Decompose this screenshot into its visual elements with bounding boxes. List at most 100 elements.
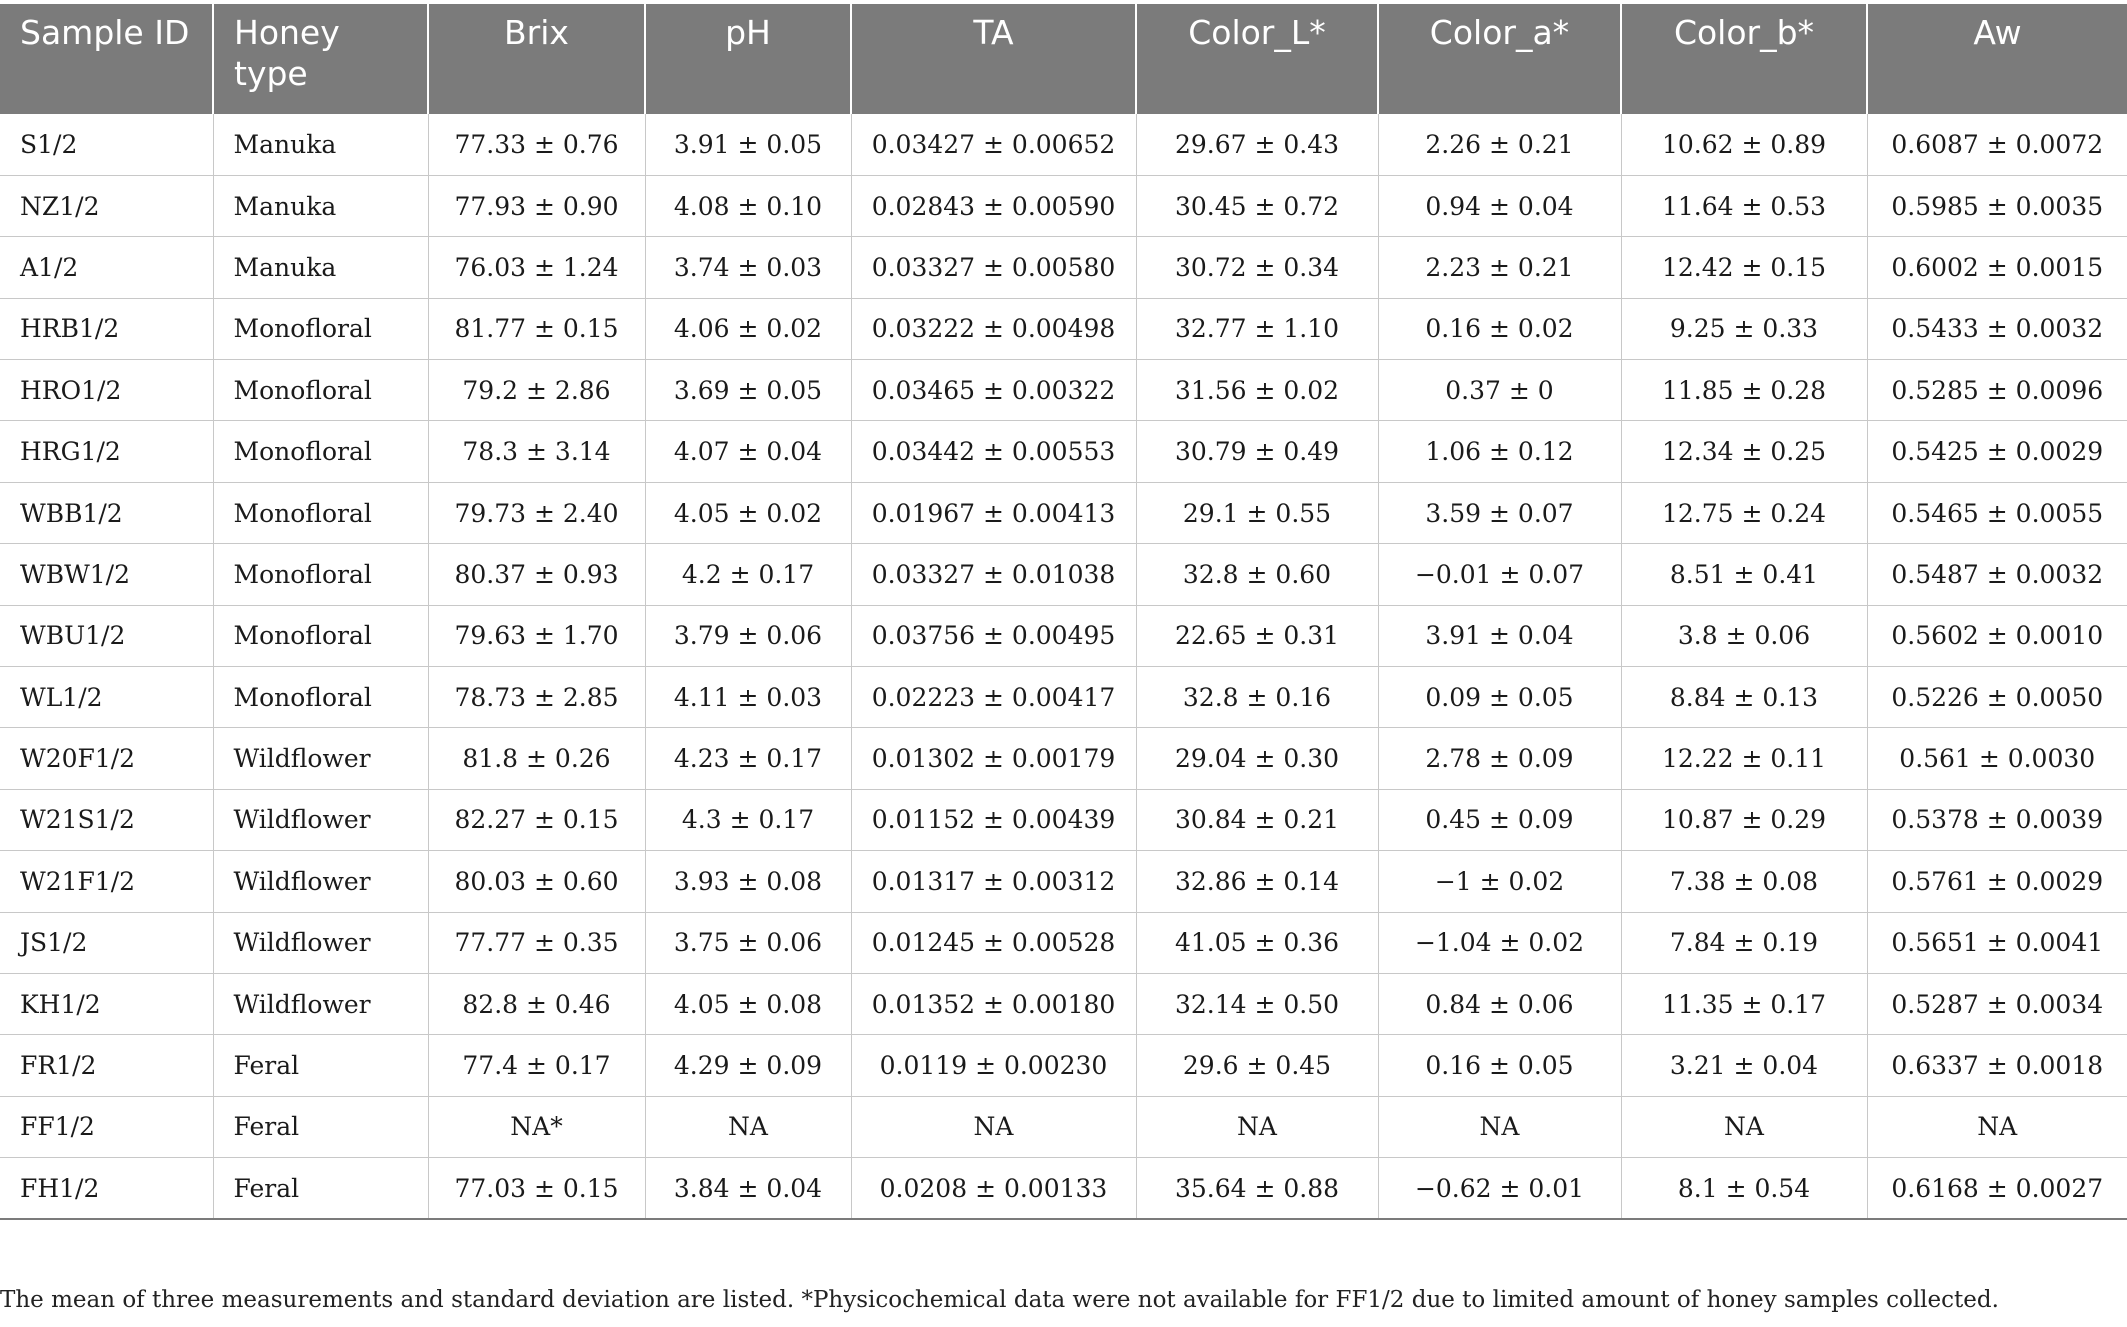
table-cell: W21F1/2 — [0, 850, 214, 913]
table-cell: 12.34 ± 0.25 — [1621, 420, 1868, 483]
header-color-a: Color_a* — [1378, 4, 1622, 114]
table-cell: S1/2 — [0, 114, 214, 176]
table-cell: 0.03327 ± 0.00580 — [851, 236, 1137, 299]
table-cell: 4.2 ± 0.17 — [645, 543, 852, 606]
table-cell: Monofloral — [213, 298, 429, 361]
table-cell: 3.21 ± 0.04 — [1621, 1034, 1868, 1097]
table-cell: 0.5602 ± 0.0010 — [1867, 605, 2127, 668]
table-cell: 32.8 ± 0.60 — [1136, 543, 1379, 606]
table-cell: 77.4 ± 0.17 — [428, 1034, 646, 1097]
table-cell: Wildflower — [213, 789, 429, 852]
table-cell: 3.91 ± 0.05 — [645, 114, 852, 176]
table-cell: 30.45 ± 0.72 — [1136, 175, 1379, 238]
table-cell: 0.5287 ± 0.0034 — [1867, 973, 2127, 1036]
table-row: WBU1/2 Monofloral 79.63 ± 1.70 3.79 ± 0.06 0… — [0, 605, 2127, 668]
table-cell: 11.85 ± 0.28 — [1621, 359, 1868, 422]
table-cell: NA* — [428, 1096, 646, 1159]
table-cell: 29.67 ± 0.43 — [1136, 114, 1379, 176]
table-cell: 8.84 ± 0.13 — [1621, 666, 1868, 729]
table-cell: 3.74 ± 0.03 — [645, 236, 852, 299]
table-cell: A1/2 — [0, 236, 214, 299]
table-cell: 0.03442 ± 0.00553 — [851, 420, 1137, 483]
table-cell: 0.01352 ± 0.00180 — [851, 973, 1137, 1036]
table-cell: Feral — [213, 1157, 429, 1221]
table-cell: 0.561 ± 0.0030 — [1867, 727, 2127, 790]
table-cell: HRO1/2 — [0, 359, 214, 422]
table-cell: 0.03327 ± 0.01038 — [851, 543, 1137, 606]
table-cell: 10.62 ± 0.89 — [1621, 114, 1868, 176]
table-cell: 4.05 ± 0.08 — [645, 973, 852, 1036]
table-cell: 3.84 ± 0.04 — [645, 1157, 852, 1221]
table-cell: 12.75 ± 0.24 — [1621, 482, 1868, 545]
table-cell: FH1/2 — [0, 1157, 214, 1221]
table-cell: 0.45 ± 0.09 — [1378, 789, 1622, 852]
table-cell: NA — [1867, 1096, 2127, 1159]
table-cell: 0.09 ± 0.05 — [1378, 666, 1622, 729]
table-cell: NA — [1621, 1096, 1868, 1159]
table-cell: Wildflower — [213, 850, 429, 913]
table-cell: 76.03 ± 1.24 — [428, 236, 646, 299]
table-cell: 12.42 ± 0.15 — [1621, 236, 1868, 299]
table-cell: W20F1/2 — [0, 727, 214, 790]
table-cell: WBB1/2 — [0, 482, 214, 545]
table-cell: 30.84 ± 0.21 — [1136, 789, 1379, 852]
table-header-row: Sample ID Honey type Brix pH TA Color_L* Color… — [0, 4, 2127, 114]
table-cell: 3.75 ± 0.06 — [645, 912, 852, 974]
table-cell: 9.25 ± 0.33 — [1621, 298, 1868, 361]
table-cell: 4.06 ± 0.02 — [645, 298, 852, 361]
table-cell: NA — [851, 1096, 1137, 1159]
table-footnote: The mean of three measurements and stand… — [0, 1287, 1999, 1313]
table-cell: 77.77 ± 0.35 — [428, 912, 646, 974]
header-color-l: Color_L* — [1136, 4, 1379, 114]
table-cell: 29.04 ± 0.30 — [1136, 727, 1379, 790]
table-cell: 3.8 ± 0.06 — [1621, 605, 1868, 668]
table-cell: 29.1 ± 0.55 — [1136, 482, 1379, 545]
table-cell: 77.93 ± 0.90 — [428, 175, 646, 238]
table-row: WBB1/2 Monofloral 79.73 ± 2.40 4.05 ± 0.02 0… — [0, 482, 2127, 545]
table-cell: 0.6337 ± 0.0018 — [1867, 1034, 2127, 1097]
table-cell: 11.35 ± 0.17 — [1621, 973, 1868, 1036]
header-sample-id: Sample ID — [0, 4, 214, 114]
table-cell: 77.03 ± 0.15 — [428, 1157, 646, 1221]
table-cell: Manuka — [213, 114, 429, 176]
table-cell: 30.72 ± 0.34 — [1136, 236, 1379, 299]
table-cell: 2.23 ± 0.21 — [1378, 236, 1622, 299]
table-cell: 0.03427 ± 0.00652 — [851, 114, 1137, 176]
table-cell: 0.0119 ± 0.00230 — [851, 1034, 1137, 1097]
table-cell: 78.3 ± 3.14 — [428, 420, 646, 483]
table-cell: 77.33 ± 0.76 — [428, 114, 646, 176]
table-cell: 3.69 ± 0.05 — [645, 359, 852, 422]
table-cell: 82.8 ± 0.46 — [428, 973, 646, 1036]
table-cell: Monofloral — [213, 605, 429, 668]
table-cell: 81.8 ± 0.26 — [428, 727, 646, 790]
table-cell: KH1/2 — [0, 973, 214, 1036]
table-row: W20F1/2 Wildflower 81.8 ± 0.26 4.23 ± 0.17 0… — [0, 727, 2127, 790]
table-cell: 80.37 ± 0.93 — [428, 543, 646, 606]
table-cell: 3.91 ± 0.04 — [1378, 605, 1622, 668]
table-cell: 32.8 ± 0.16 — [1136, 666, 1379, 729]
header-honey-type: Honey type — [213, 4, 429, 114]
table-row: W21F1/2 Wildflower 80.03 ± 0.60 3.93 ± 0.08… — [0, 850, 2127, 913]
table-cell: 7.38 ± 0.08 — [1621, 850, 1868, 913]
table-cell: 32.14 ± 0.50 — [1136, 973, 1379, 1036]
table-cell: 0.01317 ± 0.00312 — [851, 850, 1137, 913]
table-cell: 0.94 ± 0.04 — [1378, 175, 1622, 238]
table-cell: 32.77 ± 1.10 — [1136, 298, 1379, 361]
table-cell: WBU1/2 — [0, 605, 214, 668]
table-cell: 81.77 ± 0.15 — [428, 298, 646, 361]
data-table-container: Sample ID Honey type Brix pH TA Color_L* Color… — [0, 4, 2127, 1221]
table-cell: 0.5285 ± 0.0096 — [1867, 359, 2127, 422]
table-cell: −0.62 ± 0.01 — [1378, 1157, 1622, 1221]
table-cell: Wildflower — [213, 973, 429, 1036]
table-cell: −1 ± 0.02 — [1378, 850, 1622, 913]
table-cell: 0.37 ± 0 — [1378, 359, 1622, 422]
table-cell: 0.5651 ± 0.0041 — [1867, 912, 2127, 974]
table-cell: 0.5433 ± 0.0032 — [1867, 298, 2127, 361]
table-row: FF1/2 Feral NA* NA NA NA NA NA NA — [0, 1096, 2127, 1159]
table-cell: NZ1/2 — [0, 175, 214, 238]
table-cell: WBW1/2 — [0, 543, 214, 606]
table-cell: 0.16 ± 0.05 — [1378, 1034, 1622, 1097]
table-cell: 30.79 ± 0.49 — [1136, 420, 1379, 483]
table-cell: 0.01152 ± 0.00439 — [851, 789, 1137, 852]
table-cell: Monofloral — [213, 543, 429, 606]
